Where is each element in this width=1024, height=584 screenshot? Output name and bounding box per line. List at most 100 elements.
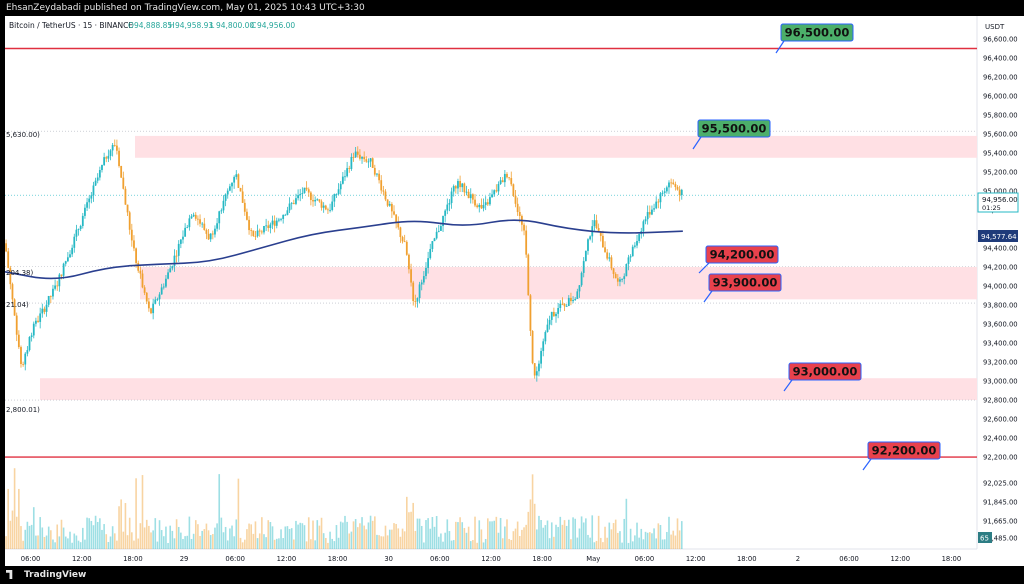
dotted-levels-layer bbox=[5, 130, 977, 401]
callout-box bbox=[697, 119, 771, 138]
volume-bar bbox=[239, 537, 242, 549]
volume-bar bbox=[188, 516, 191, 549]
volume-bar bbox=[52, 539, 54, 549]
candle-body bbox=[203, 223, 206, 230]
candle-body bbox=[516, 203, 519, 212]
volume-bar bbox=[553, 536, 555, 549]
volume-bar bbox=[497, 532, 500, 549]
volume-bar bbox=[241, 542, 244, 549]
volume-bar bbox=[145, 519, 148, 549]
volume-bar bbox=[663, 539, 666, 549]
volume-bar bbox=[634, 535, 636, 549]
candle-body bbox=[359, 154, 361, 159]
volume-bar bbox=[538, 515, 540, 549]
candle-body bbox=[90, 195, 93, 199]
price-callout-3[interactable]: 94,200.00 bbox=[698, 245, 779, 274]
candle-body bbox=[284, 214, 287, 216]
volume-bar bbox=[478, 520, 481, 549]
volume-bar bbox=[282, 538, 284, 549]
volume-bar bbox=[143, 527, 146, 549]
price-callout-5[interactable]: 93,000.00 bbox=[783, 362, 862, 392]
callout-text: 94,200.00 bbox=[710, 247, 775, 261]
volume-bar bbox=[380, 536, 383, 549]
volume-bar bbox=[322, 533, 325, 549]
time-axis[interactable] bbox=[5, 549, 1024, 566]
volume-bar bbox=[265, 537, 267, 549]
price-callout-1[interactable]: 96,500.00 bbox=[775, 23, 854, 54]
volume-bar bbox=[659, 524, 662, 549]
volume-bar bbox=[625, 498, 628, 549]
candle-body bbox=[263, 225, 265, 233]
candle-body bbox=[408, 254, 410, 270]
volume-bar bbox=[118, 506, 120, 549]
candle-body bbox=[124, 188, 127, 205]
volume-bar bbox=[559, 516, 562, 549]
candle-body bbox=[297, 195, 299, 199]
candle-body bbox=[589, 236, 592, 240]
volume-bar bbox=[67, 538, 69, 549]
volume-bar bbox=[205, 523, 208, 549]
volume-bar bbox=[186, 535, 189, 549]
volume-bar bbox=[233, 536, 235, 549]
volume-bar bbox=[305, 541, 308, 549]
candle-body bbox=[122, 177, 125, 189]
candle-body bbox=[386, 199, 389, 206]
volume-bar bbox=[126, 535, 129, 549]
volume-bar bbox=[64, 536, 67, 549]
candle-body bbox=[559, 303, 562, 309]
candle-body bbox=[271, 220, 274, 225]
volume-bar bbox=[614, 519, 617, 549]
time-tick-label: 12:00 bbox=[481, 555, 501, 563]
volume-bar bbox=[465, 532, 468, 549]
volume-bar bbox=[192, 533, 195, 549]
volume-bar bbox=[88, 518, 90, 549]
time-tick-label: 12:00 bbox=[686, 555, 706, 563]
candle-body bbox=[471, 194, 474, 200]
volume-bar bbox=[216, 523, 218, 549]
candle-body bbox=[295, 198, 297, 204]
price-callout-4[interactable]: 93,900.00 bbox=[703, 273, 782, 303]
currency-label: USDT bbox=[985, 23, 1005, 31]
candle-body bbox=[32, 323, 35, 336]
volume-bar bbox=[96, 521, 99, 549]
price-callout-2[interactable]: 95,500.00 bbox=[692, 119, 771, 150]
candle-body bbox=[235, 174, 238, 177]
price-axis[interactable] bbox=[977, 16, 1024, 549]
candle-body bbox=[205, 229, 208, 234]
volume-bar bbox=[514, 528, 517, 549]
price-tick-label: 91,665.00 bbox=[983, 518, 1018, 526]
tradingview-logo[interactable]: TradingView bbox=[6, 568, 86, 582]
candle-body bbox=[305, 187, 308, 190]
candle-body bbox=[659, 193, 662, 203]
volume-bar bbox=[124, 503, 127, 549]
volume-bar bbox=[28, 525, 31, 549]
price-tick-label: 92,800.00 bbox=[983, 397, 1018, 405]
candle-body bbox=[156, 299, 159, 301]
candle-body bbox=[7, 251, 10, 268]
candle-body bbox=[186, 227, 189, 228]
candle-body bbox=[88, 198, 91, 203]
candle-body bbox=[548, 319, 551, 325]
candle-body bbox=[13, 299, 16, 316]
candle-body bbox=[228, 186, 231, 191]
candle-body bbox=[194, 214, 197, 219]
price-tick-label: 94,000.00 bbox=[983, 283, 1018, 291]
moving-average-line bbox=[4, 219, 683, 280]
symbol-name[interactable]: Bitcoin / TetherUS · 15 · BINANCE bbox=[9, 21, 133, 30]
candle-body bbox=[450, 191, 453, 204]
volume-bar bbox=[307, 517, 310, 549]
candle-body bbox=[614, 273, 617, 279]
volume-bar bbox=[644, 531, 647, 549]
candle-body bbox=[56, 285, 59, 287]
volume-bar bbox=[175, 519, 178, 549]
volume-bar bbox=[425, 520, 427, 549]
candle-body bbox=[290, 202, 293, 204]
volume-bar bbox=[568, 519, 570, 549]
volume-bar bbox=[135, 478, 137, 549]
price-chart[interactable]: 96,500.00 95,500.00 94,200.00 93,900.00 93,0… bbox=[0, 16, 1024, 566]
volume-bar bbox=[448, 531, 451, 549]
candle-body bbox=[651, 209, 653, 215]
candle-body bbox=[333, 194, 336, 202]
price-callout-6[interactable]: 92,200.00 bbox=[862, 441, 941, 471]
candle-body bbox=[98, 170, 101, 178]
